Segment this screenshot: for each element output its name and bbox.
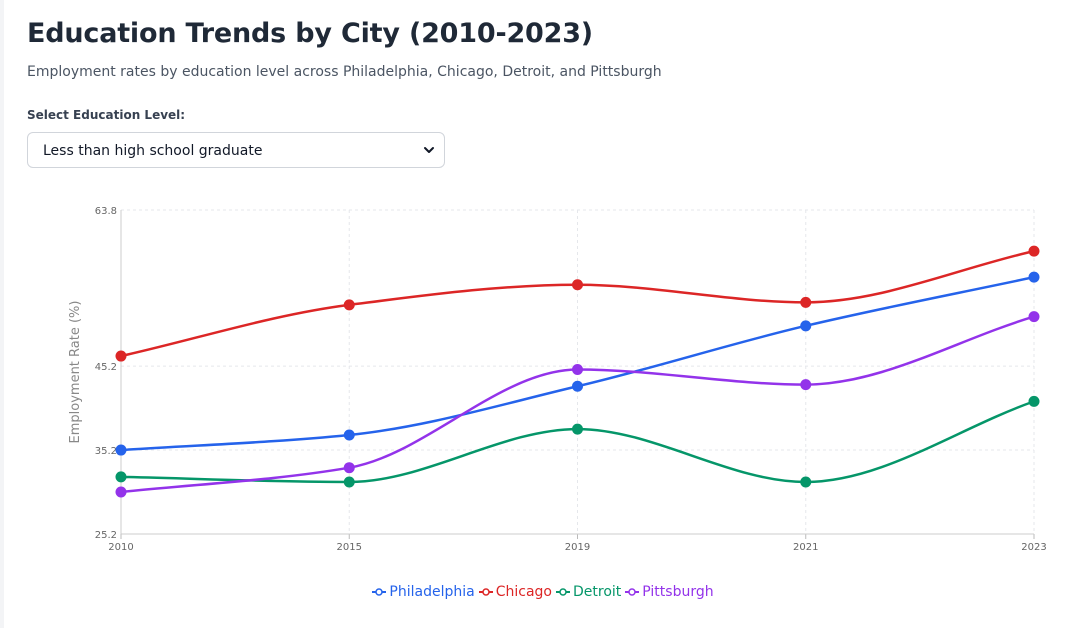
education-level-select[interactable]: Less than high school graduate bbox=[27, 132, 445, 168]
legend-swatch-icon bbox=[555, 588, 570, 596]
y-axis-title: Employment Rate (%) bbox=[68, 301, 83, 444]
legend-label: Philadelphia bbox=[389, 584, 475, 600]
data-point-chicago bbox=[343, 299, 355, 311]
data-point-detroit bbox=[572, 423, 583, 435]
y-tick-label: 35.2 bbox=[95, 446, 117, 457]
legend-item-detroit[interactable]: Detroit bbox=[555, 584, 622, 600]
legend-swatch-icon bbox=[372, 588, 387, 596]
legend-swatch-icon bbox=[625, 588, 640, 596]
x-tick-label: 2010 bbox=[108, 542, 133, 553]
legend-label: Detroit bbox=[572, 584, 622, 600]
data-point-chicago bbox=[800, 296, 812, 308]
data-point-chicago bbox=[115, 350, 127, 362]
data-point-chicago bbox=[1028, 245, 1040, 257]
data-point-pittsburgh bbox=[800, 379, 812, 391]
data-point-detroit bbox=[343, 476, 355, 488]
data-point-detroit bbox=[1028, 395, 1040, 407]
education-level-selected-value: Less than high school graduate bbox=[43, 143, 263, 159]
chart-series bbox=[115, 245, 1040, 498]
data-point-pittsburgh bbox=[343, 462, 355, 474]
legend-item-philadelphia[interactable]: Philadelphia bbox=[372, 584, 475, 600]
data-point-philadelphia bbox=[1028, 271, 1040, 283]
data-point-detroit bbox=[800, 476, 812, 488]
page-title: Education Trends by City (2010-2023) bbox=[27, 18, 593, 49]
education-level-label: Select Education Level: bbox=[27, 108, 186, 122]
x-tick-label: 2019 bbox=[565, 542, 590, 553]
chart-card: Education Trends by City (2010-2023) Emp… bbox=[4, 0, 1082, 628]
data-point-philadelphia bbox=[343, 429, 355, 441]
legend-label: Chicago bbox=[495, 584, 552, 600]
x-tick-label: 2015 bbox=[337, 542, 362, 553]
y-tick-label: 63.8 bbox=[95, 206, 117, 217]
data-point-pittsburgh bbox=[1028, 311, 1040, 323]
legend-item-pittsburgh[interactable]: Pittsburgh bbox=[625, 584, 714, 600]
legend-item-chicago[interactable]: Chicago bbox=[478, 584, 552, 600]
legend-label: Pittsburgh bbox=[642, 584, 714, 600]
y-tick-label: 45.2 bbox=[95, 362, 117, 373]
page-subtitle: Employment rates by education level acro… bbox=[27, 64, 662, 80]
x-tick-label: 2023 bbox=[1021, 542, 1046, 553]
x-tick-label: 2021 bbox=[793, 542, 818, 553]
y-tick-label: 25.2 bbox=[95, 530, 117, 541]
data-point-detroit bbox=[115, 471, 127, 483]
data-point-philadelphia bbox=[115, 444, 127, 456]
data-point-philadelphia bbox=[572, 380, 583, 392]
chevron-down-icon bbox=[424, 147, 434, 153]
legend-swatch-icon bbox=[478, 588, 493, 596]
data-point-pittsburgh bbox=[572, 363, 583, 375]
chart-legend: Philadelphia Chicago Detroit Pittsburgh bbox=[4, 584, 1082, 600]
data-point-philadelphia bbox=[800, 320, 812, 332]
data-point-chicago bbox=[572, 279, 583, 291]
data-point-pittsburgh bbox=[115, 486, 127, 498]
